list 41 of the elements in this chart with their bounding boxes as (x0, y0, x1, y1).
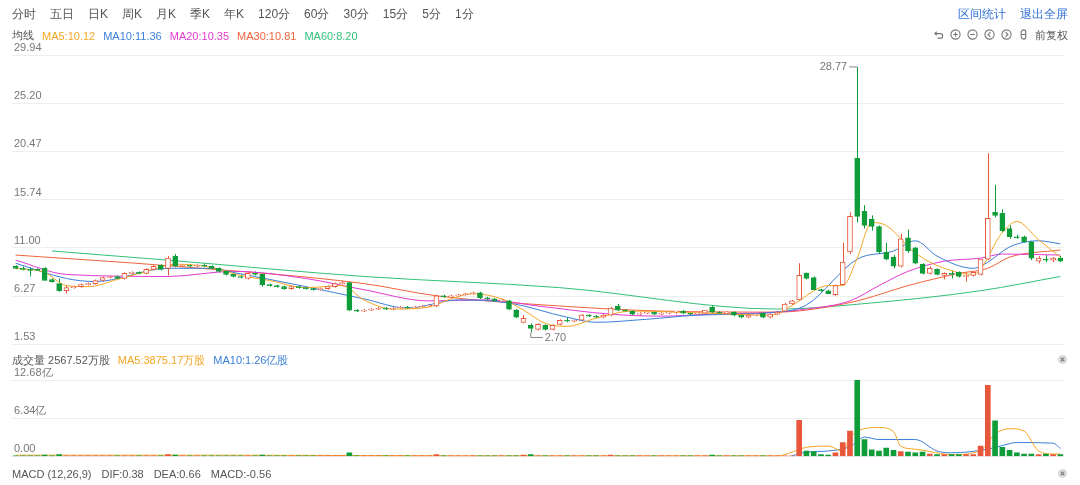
text: 区间统计 (958, 5, 1006, 23)
text: 周K (122, 5, 143, 23)
text: MA20:10.35 (169, 29, 230, 42)
annotation: 28.77 (819, 59, 848, 72)
text: MA60:8.20 (304, 29, 358, 42)
text: 月K (156, 5, 177, 23)
text: 30分 (343, 5, 369, 23)
y-tick-label: 1.53 (14, 330, 36, 343)
y-tick-label: 12.68亿 (14, 366, 53, 379)
text: MA10:1.26亿股 (213, 353, 289, 368)
text: 15分 (382, 5, 409, 23)
text: 1分 (454, 5, 474, 23)
text: MA5:10.12 (42, 29, 96, 42)
text: MACD:-0.56 (210, 468, 272, 480)
y-tick-label: 11.00 (14, 233, 41, 246)
text: 季K (190, 5, 211, 23)
text: MA5:3875.17万股 (117, 353, 206, 368)
text: 60分 (304, 5, 330, 23)
text: 年K (224, 5, 245, 23)
text: 分时 (12, 5, 36, 23)
text: DEA:0.66 (153, 468, 201, 480)
text: 日K (88, 5, 109, 23)
text: 五日 (50, 5, 74, 23)
y-tick-label: 29.94 (14, 41, 42, 54)
y-tick-label: 25.20 (14, 89, 42, 102)
text: 退出全屏 (1020, 5, 1068, 23)
text: 5分 (422, 5, 441, 23)
text: 120分 (258, 5, 291, 23)
text: MA30:10.81 (237, 29, 297, 42)
y-tick-label: 20.47 (14, 137, 42, 150)
legend-title: 成交量 2567.52万股 (12, 353, 110, 368)
text: DIF:0.38 (101, 468, 144, 480)
legend-title: 均线 (12, 28, 34, 43)
y-tick-label: 15.74 (14, 185, 42, 198)
text: MA10:11.36 (103, 29, 162, 42)
text: MACD (12,26,9) (12, 468, 92, 480)
y-tick-label: 6.27 (14, 282, 36, 295)
text: 前复权 (1035, 28, 1068, 43)
annotation: 2.70 (544, 330, 567, 343)
y-tick-label: 0.00 (14, 442, 36, 455)
y-tick-label: 6.34亿 (14, 404, 47, 417)
